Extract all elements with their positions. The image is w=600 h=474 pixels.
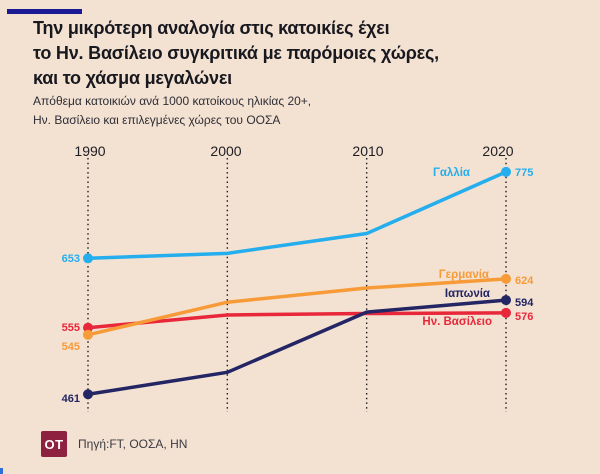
x-axis-tick-2000: 2000 [210, 143, 242, 159]
source-note: Πηγή:FT, ΟΟΣΑ, HN [78, 437, 188, 451]
title-line-1: Την μικρότερη αναλογία στις κατοικίες έχ… [33, 18, 390, 38]
value-label-france-1990: 653 [61, 253, 80, 265]
chart-canvas [83, 158, 511, 412]
value-label-germany-2020: 624 [515, 275, 534, 287]
series-label-japan: Ιαπωνία [444, 288, 490, 300]
chart-subtitle: Απόθεμα κατοικιών ανά 1000 κατοίκους ηλι… [33, 92, 573, 130]
series-label-uk: Ην. Βασίλειο [422, 316, 492, 328]
x-axis-tick-2010: 2010 [352, 143, 384, 159]
value-label-germany-1990: 545 [61, 341, 80, 353]
title-line-3: και το χάσμα μεγαλώνει [33, 68, 232, 88]
x-axis-tick-1990: 1990 [74, 143, 106, 159]
series-label-france: Γαλλία [432, 167, 470, 179]
title-line-2: το Ην. Βασίλειο συγκριτικά με παρόμοιες … [33, 43, 439, 63]
value-label-japan-2020: 594 [515, 297, 534, 309]
value-label-france-2020: 775 [515, 167, 534, 179]
value-label-japan-1990: 461 [61, 393, 80, 405]
x-axis-tick-2020: 2020 [482, 143, 514, 159]
value-label-uk-2020: 576 [515, 311, 534, 323]
corner-artifact [0, 468, 3, 474]
subtitle-line-1: Απόθεμα κατοικιών ανά 1000 κατοίκους ηλι… [33, 94, 312, 108]
series-label-germany: Γερμανία [438, 269, 489, 281]
line-chart: 1990 2000 2010 2020 653 555 545 461 775 … [0, 140, 600, 430]
subtitle-line-2: Ην. Βασίλειο και επιλεγμένες χώρες του Ο… [33, 113, 281, 127]
accent-bar [7, 9, 82, 14]
ot-logo: OT [41, 431, 67, 457]
page-title: Την μικρότερη αναλογία στις κατοικίες έχ… [33, 16, 573, 91]
value-label-uk-1990: 555 [61, 322, 80, 334]
